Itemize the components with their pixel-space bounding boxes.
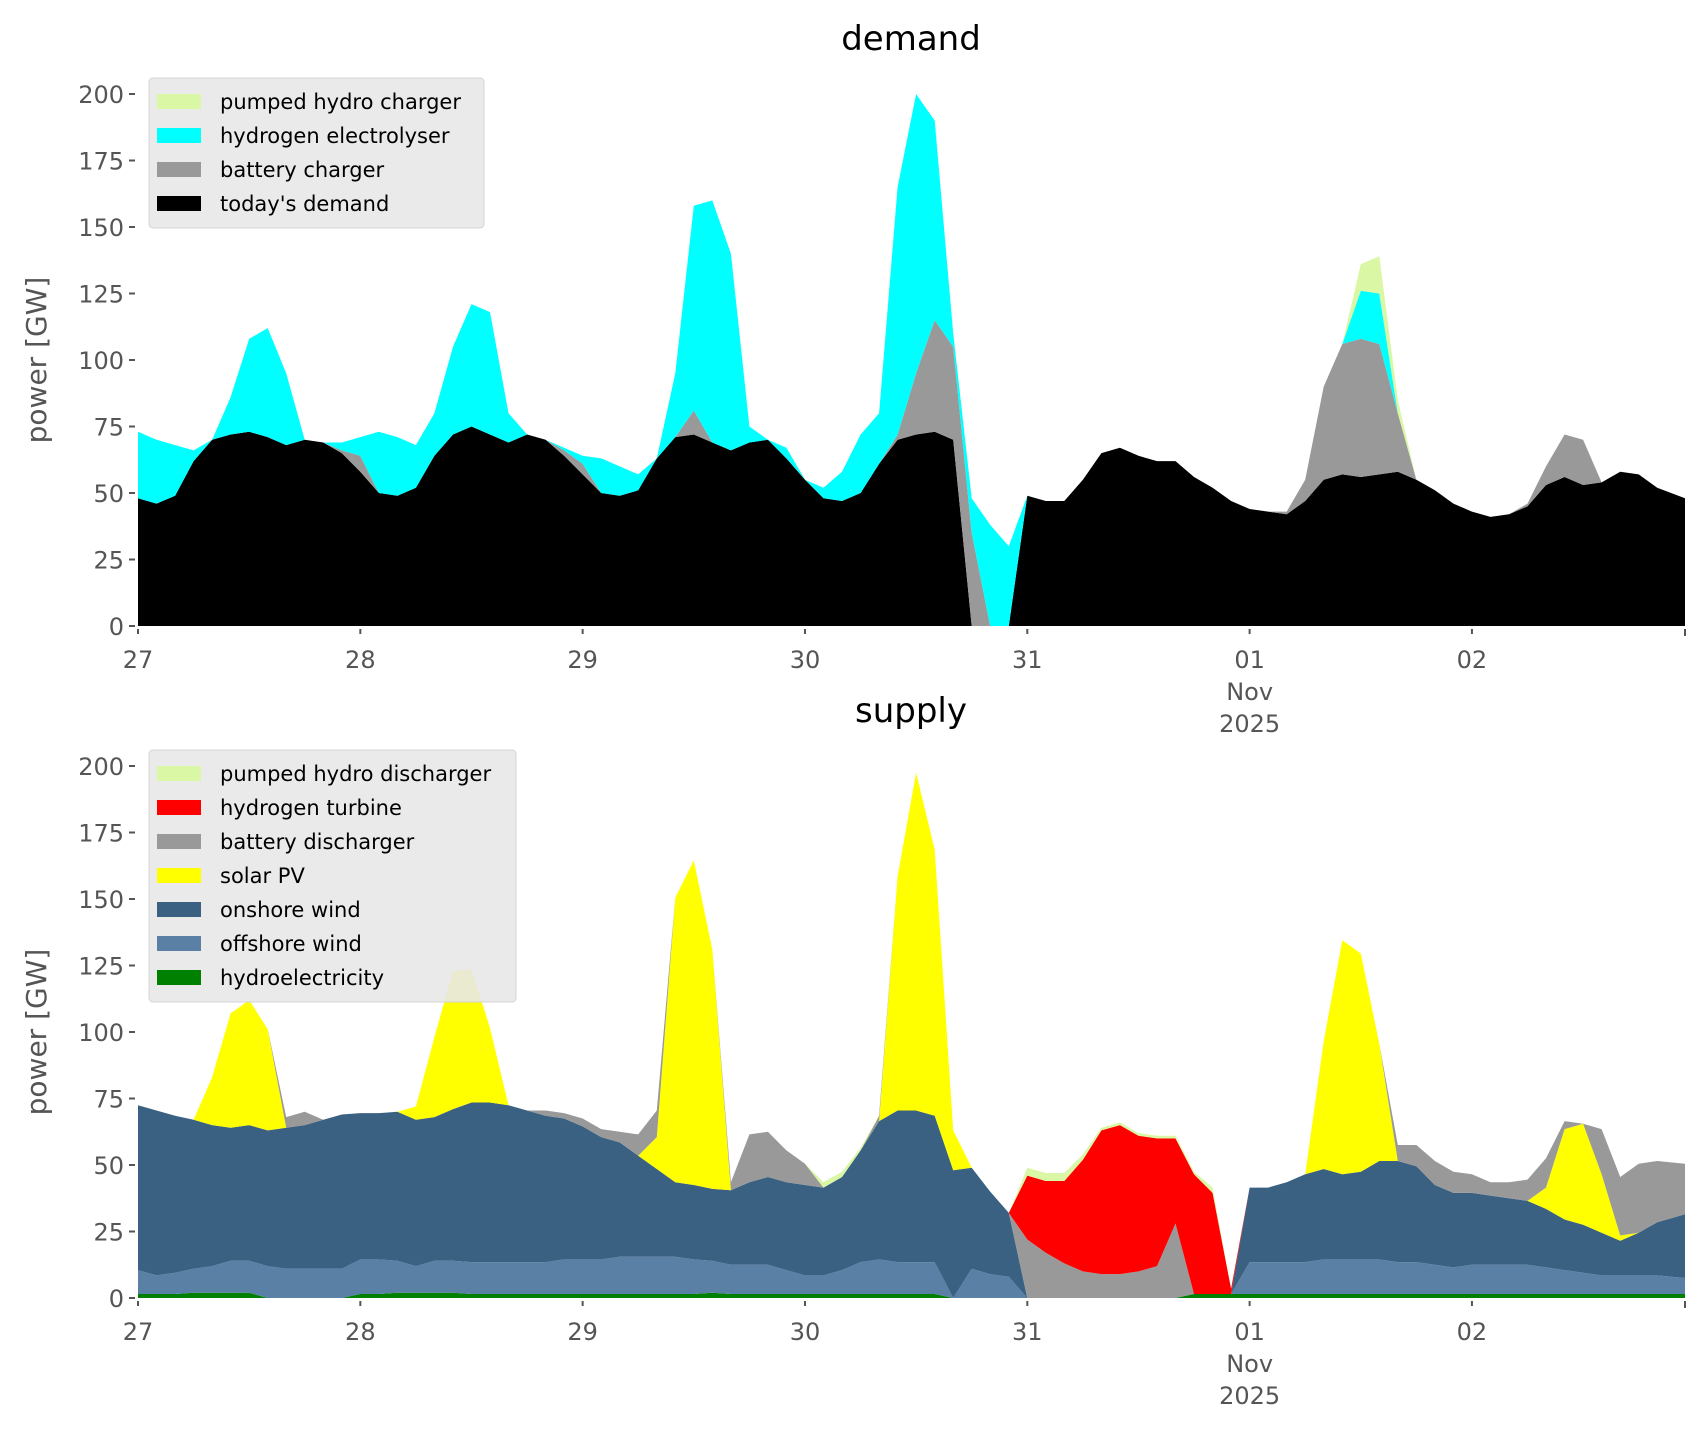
legend-swatch [157, 196, 201, 211]
legend-swatch [157, 868, 201, 883]
legend-item-solar-pv: solar PV [157, 864, 305, 888]
demand-y-axis: 0 25 50 75 100 125 150 175 200 [78, 81, 135, 641]
legend-item-hydrogen-turbine: hydrogen turbine [157, 796, 402, 820]
legend-swatch [157, 766, 201, 781]
legend-label: hydroelectricity [220, 966, 384, 990]
supply-y-axis: 0 25 50 75 100 125 150 175 200 [78, 753, 135, 1313]
x-tick-sublabel: Nov [1226, 678, 1273, 706]
x-tick-label: 31 [1012, 646, 1043, 674]
x-tick-label: 01 [1234, 1318, 1265, 1346]
legend-swatch [157, 800, 201, 815]
area-offshore-wind [138, 1256, 1685, 1298]
legend-swatch [157, 94, 201, 109]
legend-label: onshore wind [220, 898, 361, 922]
supply-x-axis: 27 28 29 30 31 01 Nov 2025 02 [123, 1301, 1686, 1410]
demand-panel: demand 0 25 50 75 100 125 150 175 200 27 28 29 30 31… [20, 19, 1686, 738]
area-solar-pv [138, 772, 1685, 1298]
x-tick-sublabel: Nov [1226, 1350, 1273, 1378]
legend-item-onshore-wind: onshore wind [157, 898, 361, 922]
y-tick-label: 175 [78, 148, 124, 176]
y-tick-label: 100 [78, 1019, 124, 1047]
supply-legend: pumped hydro discharger hydrogen turbine b… [148, 749, 517, 1003]
supply-y-axis-label: power [GW] [20, 949, 53, 1116]
legend-label: pumped hydro discharger [220, 762, 491, 786]
y-tick-label: 150 [78, 214, 124, 242]
y-tick-label: 75 [93, 1086, 124, 1114]
legend-label: hydrogen electrolyser [220, 124, 450, 148]
legend-label: offshore wind [220, 932, 362, 956]
area-onshore-wind [138, 1102, 1685, 1298]
x-tick-label: 29 [567, 1318, 598, 1346]
x-tick-label: 29 [567, 646, 598, 674]
legend-swatch [157, 970, 201, 985]
y-tick-label: 50 [93, 480, 124, 508]
legend-item-battery-discharger: battery discharger [157, 830, 415, 854]
legend-swatch [157, 936, 201, 951]
x-tick-sublabel: 2025 [1219, 710, 1280, 738]
x-tick-label: 30 [790, 1318, 821, 1346]
legend-item-pumped-hydro-charger: pumped hydro charger [157, 90, 461, 114]
legend-label: today's demand [220, 192, 389, 216]
legend-item-battery-charger: battery charger [157, 158, 385, 182]
supply-areas [138, 772, 1685, 1298]
legend-label: battery discharger [220, 830, 415, 854]
x-tick-label: 28 [345, 646, 376, 674]
legend-label: hydrogen turbine [220, 796, 402, 820]
y-tick-label: 25 [93, 1219, 124, 1247]
demand-x-axis: 27 28 29 30 31 01 Nov 2025 02 [123, 629, 1686, 738]
y-tick-label: 125 [78, 281, 124, 309]
demand-title: demand [841, 19, 981, 59]
legend-label: pumped hydro charger [220, 90, 461, 114]
x-tick-label: 02 [1457, 1318, 1488, 1346]
y-tick-label: 100 [78, 347, 124, 375]
legend-item-hydrogen-electrolyser: hydrogen electrolyser [157, 124, 450, 148]
x-tick-label: 27 [123, 646, 154, 674]
y-tick-label: 0 [109, 1285, 124, 1313]
legend-box [148, 749, 517, 1003]
legend-item-today-s-demand: today's demand [157, 192, 389, 216]
legend-item-pumped-hydro-discharger: pumped hydro discharger [157, 762, 491, 786]
x-tick-label: 27 [123, 1318, 154, 1346]
legend-label: solar PV [220, 864, 305, 888]
x-tick-label: 02 [1457, 646, 1488, 674]
legend-item-offshore-wind: offshore wind [157, 932, 362, 956]
y-tick-label: 75 [93, 414, 124, 442]
y-tick-label: 125 [78, 953, 124, 981]
x-tick-label: 28 [345, 1318, 376, 1346]
x-tick-label: 30 [790, 646, 821, 674]
legend-swatch [157, 902, 201, 917]
y-tick-label: 50 [93, 1152, 124, 1180]
legend-box [148, 77, 485, 229]
legend-label: battery charger [220, 158, 385, 182]
legend-swatch [157, 834, 201, 849]
area-battery-charger [138, 320, 1685, 626]
x-tick-sublabel: 2025 [1219, 1382, 1280, 1410]
y-tick-label: 0 [109, 613, 124, 641]
area-hydroelectricity [138, 1292, 1685, 1298]
y-tick-label: 200 [78, 81, 124, 109]
y-tick-label: 175 [78, 820, 124, 848]
demand-y-axis-label: power [GW] [20, 277, 53, 444]
x-tick-label: 01 [1234, 646, 1265, 674]
legend-swatch [157, 128, 201, 143]
legend-swatch [157, 162, 201, 177]
y-tick-label: 150 [78, 886, 124, 914]
demand-legend: pumped hydro charger hydrogen electrolyse… [148, 77, 485, 229]
area-hydrogen-electrolyser [138, 94, 1685, 626]
y-tick-label: 25 [93, 547, 124, 575]
supply-panel: supply 0 25 50 75 100 125 150 175 200 27 28 29 30 31… [20, 691, 1686, 1410]
area-today-s-demand [138, 426, 1685, 626]
demand-areas [138, 94, 1685, 626]
y-tick-label: 200 [78, 753, 124, 781]
x-tick-label: 31 [1012, 1318, 1043, 1346]
legend-item-hydroelectricity: hydroelectricity [157, 966, 384, 990]
supply-title: supply [855, 691, 967, 731]
